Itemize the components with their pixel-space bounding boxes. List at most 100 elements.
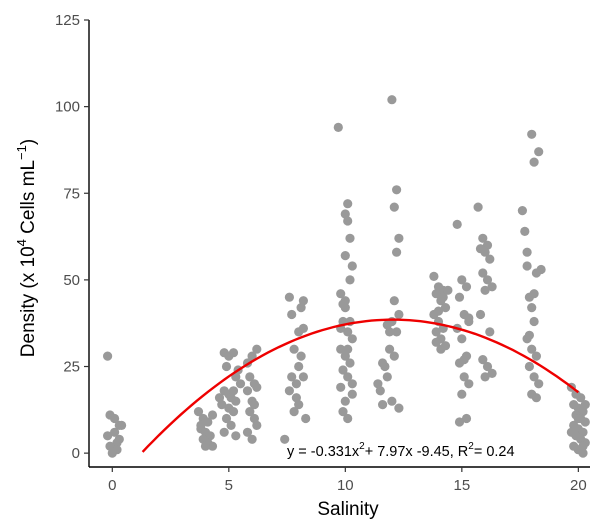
data-point: [578, 427, 588, 437]
data-point: [247, 434, 257, 444]
equation-part-1: y = -0.331x: [287, 444, 360, 460]
data-point: [107, 448, 117, 458]
data-point: [382, 372, 392, 382]
data-point: [252, 420, 262, 430]
data-point: [336, 382, 346, 392]
data-point: [231, 396, 241, 406]
data-point: [110, 427, 120, 437]
data-point: [340, 303, 350, 313]
data-point: [487, 282, 497, 292]
data-point: [338, 365, 348, 375]
x-axis-title: Salinity: [317, 499, 379, 520]
data-point: [482, 361, 493, 372]
data-point: [105, 441, 115, 451]
data-point: [580, 400, 590, 410]
data-point: [464, 379, 474, 389]
equation-part-3: = 0.24: [474, 444, 515, 460]
data-point: [228, 407, 239, 417]
data-point: [235, 379, 246, 389]
data-point: [280, 434, 290, 444]
data-point: [228, 386, 239, 396]
data-point: [343, 199, 353, 209]
data-point: [457, 389, 467, 399]
data-point: [529, 289, 539, 299]
data-point: [284, 292, 294, 302]
data-point: [347, 389, 357, 399]
data-point: [287, 309, 297, 320]
data-points: [103, 95, 590, 458]
data-point: [340, 351, 350, 361]
data-point: [242, 427, 253, 437]
data-point: [298, 296, 308, 306]
data-point: [436, 344, 446, 354]
data-point: [392, 185, 402, 195]
data-point: [338, 407, 348, 417]
y-axis-title: Density (x 104 Cells mL−1): [14, 139, 39, 357]
data-point: [340, 296, 350, 306]
data-point: [464, 313, 474, 323]
data-point: [207, 410, 218, 420]
data-point: [226, 420, 236, 430]
data-point: [389, 296, 399, 306]
data-point: [333, 122, 343, 132]
data-point: [196, 420, 206, 430]
data-point: [117, 420, 127, 430]
data-point: [457, 334, 467, 344]
data-point: [343, 327, 353, 337]
x-tick-label: 15: [453, 477, 470, 494]
data-point: [347, 261, 357, 271]
data-point: [578, 448, 588, 458]
data-point: [529, 316, 539, 327]
data-point: [289, 344, 299, 354]
data-point: [520, 226, 530, 236]
data-point: [429, 271, 439, 281]
data-point: [394, 309, 404, 320]
data-point: [345, 358, 355, 368]
data-point: [475, 309, 486, 320]
data-point: [221, 361, 232, 372]
y-tick-label: 50: [63, 272, 80, 289]
data-point: [527, 303, 537, 313]
data-point: [440, 303, 451, 313]
y-title-exp2: −1: [14, 145, 29, 160]
data-point: [478, 233, 488, 243]
data-point: [343, 372, 353, 382]
data-point: [291, 379, 301, 389]
data-point: [480, 285, 490, 295]
data-point: [200, 441, 211, 451]
data-point: [385, 344, 395, 354]
data-point: [287, 372, 297, 382]
data-point: [252, 382, 262, 392]
data-point: [454, 292, 465, 302]
data-point: [389, 351, 399, 361]
y-title-prefix: Density (x 10: [18, 246, 39, 357]
data-point: [531, 268, 542, 278]
data-point: [485, 327, 495, 337]
x-tick-label: 0: [108, 477, 116, 494]
data-point: [385, 327, 395, 337]
data-point: [249, 400, 259, 410]
y-tick-label: 75: [63, 185, 80, 202]
data-point: [394, 233, 404, 243]
data-point: [249, 413, 259, 424]
data-point: [459, 355, 469, 365]
data-point: [527, 129, 537, 139]
data-point: [103, 431, 113, 441]
data-point: [340, 251, 350, 261]
y-title-middle: Cells mL: [18, 160, 39, 239]
y-tick-label: 0: [72, 445, 80, 462]
equation-part-2: + 7.97x -9.45, R: [365, 444, 469, 460]
data-point: [336, 289, 346, 299]
data-point: [252, 344, 262, 354]
data-point: [340, 209, 350, 219]
data-point: [454, 417, 465, 427]
data-point: [461, 413, 472, 424]
data-point: [527, 344, 537, 354]
y-tick-label: 125: [55, 12, 80, 29]
data-point: [473, 202, 483, 212]
data-point: [487, 368, 497, 378]
data-point: [459, 372, 469, 382]
data-point: [461, 282, 472, 292]
data-point: [478, 355, 488, 365]
data-point: [457, 275, 467, 285]
